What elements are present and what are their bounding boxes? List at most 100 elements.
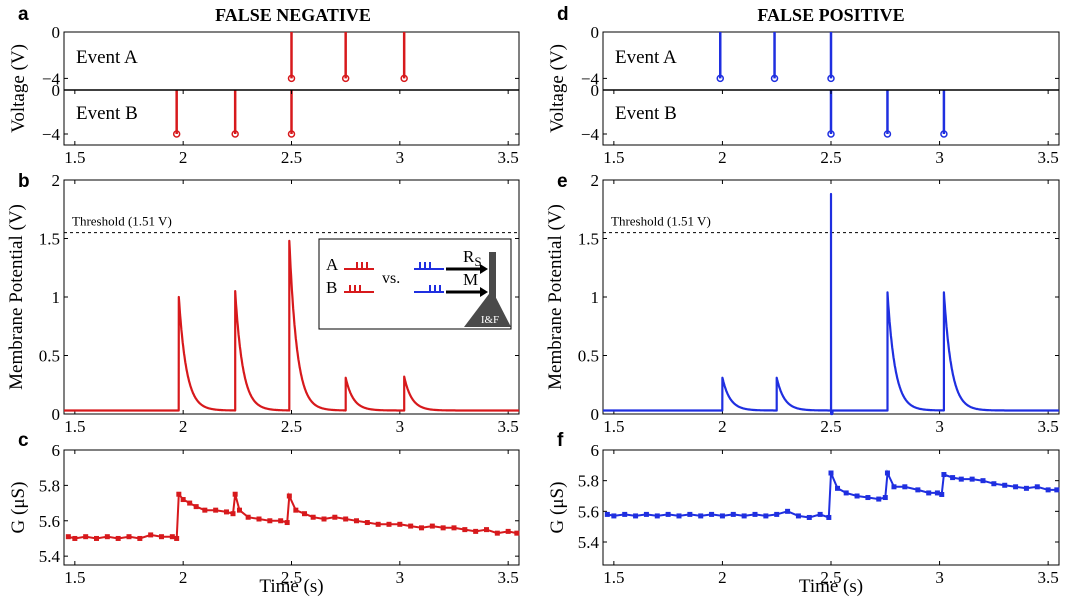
panel-b-ytick-label-1: 0.5 (39, 347, 60, 366)
panel-f-point-35 (939, 491, 945, 497)
panel-c-ytick-label-3: 6 (52, 441, 61, 460)
panel-d-spike-marker-1-0 (827, 130, 835, 138)
panel-f-xtick-label-0: 1.5 (603, 568, 624, 587)
panel-f-point-22 (828, 470, 834, 476)
panel-c-point-35 (364, 520, 370, 526)
panel-c-point-31 (321, 516, 327, 522)
panel-e-xtick-label-2: 2.5 (820, 417, 841, 436)
panel-b-xtick-label-3: 3 (396, 417, 405, 436)
panel-letter-c: c (18, 430, 29, 451)
inset-m-label: M (463, 270, 478, 289)
panel-f-xtick-label-2: 2.5 (820, 568, 841, 587)
panel-b-xtick-label-2: 2.5 (281, 417, 302, 436)
panel-f-point-14 (752, 511, 758, 517)
panel-c-point-14 (187, 500, 193, 506)
panel-e-threshold-label: Threshold (1.51 V) (611, 214, 711, 229)
panel-c-point-37 (386, 521, 392, 527)
panel-c-point-41 (429, 523, 435, 529)
panel-f-point-36 (941, 472, 947, 478)
panel-d-spike-marker-0-1 (770, 74, 779, 83)
panel-b-ytick-label-4: 2 (52, 171, 61, 190)
panel-d-sub1-ytick-label-1: −4 (581, 125, 600, 144)
panel-b-xtick-label-0: 1.5 (64, 417, 85, 436)
panel-f-trace (607, 469, 1057, 519)
panel-letter-d: d (557, 4, 569, 25)
panel-e-ylabel: Membrane Potential (V) (545, 204, 566, 390)
panel-a-spike-marker-1-1 (231, 130, 239, 138)
panel-c-point-2 (83, 534, 89, 540)
panel-c-ytick-label-0: 5.4 (39, 547, 61, 566)
panel-f-point-37 (950, 475, 956, 481)
panel-e-ytick-label-0: 0 (591, 405, 600, 424)
panel-f-point-45 (1034, 484, 1040, 490)
panel-f-point-23 (835, 485, 841, 491)
panel-f-point-8 (687, 511, 693, 517)
inset-label-a: A (326, 255, 339, 274)
panel-f-point-9 (698, 513, 704, 519)
panel-b-ytick-label-0: 0 (52, 405, 61, 424)
panel-e-ytick-label-3: 1.5 (578, 230, 599, 249)
panel-e-ytick-label-1: 0.5 (578, 347, 599, 366)
panel-f-point-42 (1002, 482, 1008, 488)
panel-d-sub0-ytick-label-1: −4 (581, 69, 600, 88)
panel-a-event-label-1: Event B (76, 103, 138, 124)
panel-b-trace (63, 239, 520, 412)
panel-c-point-48 (505, 528, 511, 534)
panel-a-sub0-ytick-label-1: −4 (42, 69, 61, 88)
panel-f-point-39 (969, 476, 975, 482)
panel-f-point-38 (958, 476, 964, 482)
title-false-positive: FALSE POSITIVE (757, 5, 904, 25)
inset-rs-label: RS (463, 247, 482, 269)
panel-e-xtick-label-0: 1.5 (603, 417, 624, 436)
inset-arrow-head-a (480, 264, 488, 274)
panel-c-trace (68, 491, 518, 540)
panel-f-point-31 (902, 484, 908, 490)
panel-c-ylabel: G (μS) (8, 482, 29, 534)
panel-f-point-41 (991, 481, 997, 487)
inset-red-spike-train-b (344, 285, 374, 293)
panel-c-point-36 (375, 521, 381, 527)
panel-c-point-45 (473, 528, 479, 534)
panel-c-xtick-label-3: 3 (396, 568, 405, 587)
panel-d-sub1-ytick-label-0: 0 (591, 81, 600, 100)
panel-c-point-23 (256, 516, 262, 522)
panel-e-xtick-label-4: 3.5 (1038, 417, 1059, 436)
panel-c-point-17 (213, 507, 219, 513)
panel-d-xtick-label-4: 3.5 (1038, 148, 1059, 167)
inset-synapse-arrows (446, 267, 480, 294)
panel-c-point-21 (237, 507, 242, 513)
panel-f-ytick-label-1: 5.6 (578, 502, 599, 521)
panel-d-xtick-label-1: 2 (718, 148, 727, 167)
panel-c-point-4 (104, 534, 110, 540)
panel-f-point-12 (730, 511, 736, 517)
panel-c-point-46 (484, 527, 489, 533)
inset-vs-label: vs. (382, 270, 400, 287)
panel-d-xtick-label-2: 2.5 (820, 148, 841, 167)
inset-red-spike-train-a (344, 262, 374, 270)
panel-f-point-26 (865, 495, 871, 501)
panel-c-xlabel: Time (s) (259, 576, 323, 597)
panel-a-ylabel: Voltage (V) (8, 44, 29, 133)
panel-c-point-9 (159, 534, 164, 540)
panel-d-xtick-label-0: 1.5 (603, 148, 624, 167)
panel-a-xtick-label-3: 3 (396, 148, 405, 167)
panel-f-point-29 (884, 470, 890, 476)
panel-d-xtick-label-3: 3 (935, 148, 944, 167)
panel-f-point-21 (826, 514, 832, 520)
panel-letter-b: b (18, 171, 30, 192)
panel-e-ytick-label-2: 1 (591, 288, 600, 307)
panel-a-xtick-label-1: 2 (179, 148, 188, 167)
panel-d-spike-marker-1-2 (940, 130, 948, 138)
panel-c-ytick-label-2: 5.8 (39, 476, 60, 495)
panel-f-point-16 (774, 511, 780, 517)
panel-f-point-17 (785, 508, 791, 514)
panel-f-xtick-label-1: 2 (718, 568, 727, 587)
inset-blue-spike-train-b (414, 285, 444, 293)
panel-f-point-24 (843, 490, 849, 496)
panel-c-xtick-label-4: 3.5 (498, 568, 519, 587)
inset-dendrite (489, 252, 496, 298)
panel-f-point-15 (763, 513, 769, 519)
panel-f-point-20 (817, 511, 823, 517)
panel-f-point-0 (604, 511, 610, 517)
panel-b-xtick-label-4: 3.5 (498, 417, 519, 436)
